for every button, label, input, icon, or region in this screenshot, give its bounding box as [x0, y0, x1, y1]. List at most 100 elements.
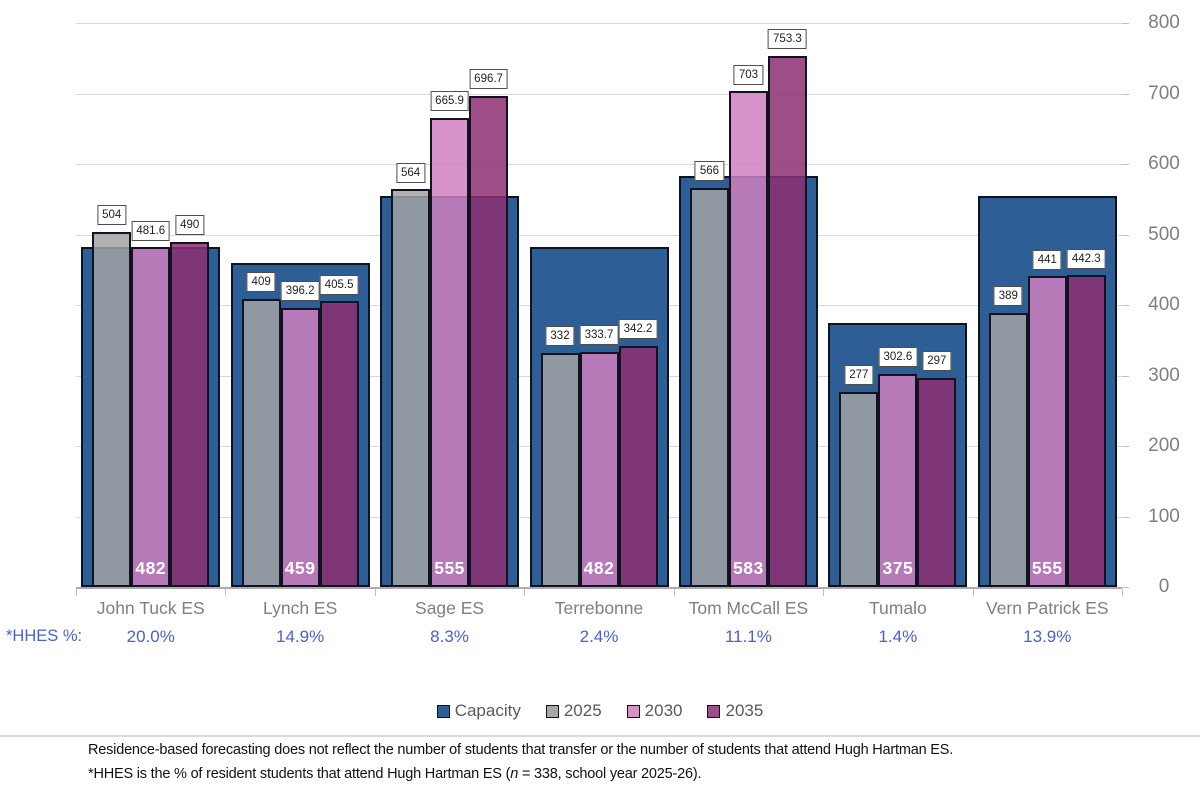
- legend-label-2025: 2025: [563, 701, 602, 720]
- category-label-Terrebonne: Terrebonne: [554, 598, 644, 618]
- gridline-700: [76, 94, 1122, 95]
- y-axis-tick-100: [1122, 517, 1129, 518]
- x-axis-tick: [524, 589, 525, 596]
- data-label-2030-Vern Patrick ES: 441: [1032, 249, 1062, 270]
- footnote-line2: *HHES is the % of resident students that…: [88, 763, 1188, 787]
- legend-swatch-2025: [545, 704, 559, 718]
- bar-2025-Terrebonne: [540, 352, 580, 587]
- gridline-800: [76, 23, 1122, 24]
- category-label-John Tuck ES: John Tuck ES: [96, 598, 205, 618]
- bar-2025-John Tuck ES: [92, 231, 132, 587]
- footnote-italic-n: n: [510, 765, 519, 782]
- footnote-divider: [0, 735, 1200, 737]
- data-label-2030-Tom McCall ES: 703: [733, 64, 764, 85]
- bar-2030-Vern Patrick ES: [1027, 276, 1067, 587]
- legend-label-Capacity: Capacity: [454, 701, 521, 720]
- bar-2035-John Tuck ES: [170, 241, 210, 587]
- data-label-2025-Tumalo: 277: [844, 365, 874, 386]
- capacity-value-Tom McCall ES: 583: [733, 558, 764, 578]
- legend-item-Capacity: Capacity: [436, 701, 521, 721]
- bar-2035-Tumalo: [917, 377, 957, 587]
- data-label-2030-John Tuck ES: 481.6: [131, 220, 171, 241]
- hhes-percent-Vern Patrick ES: 13.9%: [1023, 627, 1072, 646]
- data-label-2035-Terrebonne: 342.2: [618, 319, 658, 340]
- data-label-2025-Tom McCall ES: 566: [694, 161, 725, 182]
- data-label-2035-Tumalo: 297: [922, 351, 952, 372]
- y-axis-label-600: 600: [1148, 153, 1180, 174]
- y-axis-tick-700: [1122, 94, 1129, 95]
- x-axis-line: [76, 587, 1122, 589]
- data-label-2025-Terrebonne: 332: [545, 326, 575, 347]
- capacity-value-Sage ES: 555: [434, 558, 465, 578]
- footnote-line2-text: *HHES is the % of resident students that…: [88, 765, 511, 782]
- data-label-2030-Terrebonne: 333.7: [579, 325, 619, 346]
- y-axis-tick-0: [1122, 587, 1129, 588]
- capacity-value-Terrebonne: 482: [583, 558, 615, 578]
- data-label-2025-Vern Patrick ES: 389: [993, 286, 1023, 307]
- bar-2035-Vern Patrick ES: [1066, 275, 1106, 587]
- bar-2035-Terrebonne: [618, 345, 658, 587]
- legend-swatch-Capacity: [436, 704, 450, 718]
- category-label-Lynch ES: Lynch ES: [263, 598, 338, 618]
- bar-2035-Lynch ES: [319, 301, 359, 587]
- legend-swatch-2035: [707, 704, 721, 718]
- bar-2030-Lynch ES: [280, 307, 320, 587]
- data-label-2035-Sage ES: 696.7: [469, 69, 508, 90]
- data-label-2030-Tumalo: 302.6: [878, 347, 918, 368]
- data-label-2025-Sage ES: 564: [395, 162, 426, 183]
- data-label-2030-Sage ES: 665.9: [430, 91, 469, 112]
- category-label-Sage ES: Sage ES: [415, 598, 485, 618]
- y-axis-label-400: 400: [1148, 294, 1180, 315]
- x-axis-tick: [76, 589, 77, 596]
- footnote-line2-tail: = 338, school year 2025-26).: [518, 765, 702, 782]
- y-axis-label-800: 800: [1148, 12, 1180, 33]
- capacity-value-Lynch ES: 459: [284, 558, 316, 578]
- bar-2030-Tom McCall ES: [728, 91, 768, 587]
- bar-2025-Lynch ES: [241, 298, 281, 587]
- category-label-Tumalo: Tumalo: [868, 598, 927, 618]
- bar-2030-Tumalo: [878, 373, 918, 587]
- gridline-500: [76, 235, 1122, 236]
- hhes-percent-Terrebonne: 2.4%: [579, 627, 619, 646]
- bar-2035-Tom McCall ES: [767, 55, 807, 587]
- capacity-value-Vern Patrick ES: 555: [1031, 558, 1063, 578]
- y-axis-tick-800: [1122, 23, 1129, 24]
- bar-2030-Sage ES: [430, 117, 470, 587]
- x-axis-tick: [674, 589, 675, 596]
- x-axis-tick: [823, 589, 824, 596]
- data-label-2025-John Tuck ES: 504: [97, 205, 127, 226]
- legend-swatch-2030: [626, 704, 640, 718]
- hhes-percent-John Tuck ES: 20.0%: [126, 627, 175, 646]
- data-label-2035-Vern Patrick ES: 442.3: [1066, 248, 1106, 269]
- legend-label-2030: 2030: [644, 701, 683, 720]
- chart-legend: Capacity 2025 2030 2035: [0, 700, 1200, 722]
- y-axis-label-100: 100: [1148, 506, 1180, 527]
- bar-2030-John Tuck ES: [131, 247, 171, 587]
- data-label-2035-Lynch ES: 405.5: [319, 274, 359, 295]
- bar-2025-Tumalo: [839, 391, 879, 587]
- hhes-percent-Sage ES: 8.3%: [430, 627, 469, 646]
- y-axis-label-0: 0: [1158, 576, 1170, 597]
- y-axis-tick-200: [1122, 446, 1129, 447]
- y-axis-label-700: 700: [1148, 83, 1180, 104]
- y-axis-tick-300: [1122, 376, 1129, 377]
- y-axis-tick-400: [1122, 305, 1129, 306]
- x-axis-tick: [1122, 589, 1123, 596]
- legend-item-2035: 2035: [707, 701, 763, 721]
- legend-item-2025: 2025: [545, 701, 602, 721]
- footnote-line1: Residence-based forecasting does not ref…: [88, 742, 954, 758]
- y-axis-label-500: 500: [1148, 224, 1180, 245]
- hhes-percent-Tom McCall ES: 11.1%: [724, 627, 772, 646]
- y-axis-tick-500: [1122, 235, 1129, 236]
- y-axis-label-300: 300: [1148, 365, 1180, 386]
- category-label-Tom McCall ES: Tom McCall ES: [688, 598, 809, 618]
- data-label-2025-Lynch ES: 409: [246, 272, 276, 293]
- data-label-2035-Tom McCall ES: 753.3: [768, 29, 807, 50]
- data-label-2030-Lynch ES: 396.2: [280, 281, 320, 302]
- bar-2025-Tom McCall ES: [689, 187, 729, 587]
- bar-2025-Vern Patrick ES: [988, 312, 1028, 587]
- data-label-2035-John Tuck ES: 490: [175, 215, 205, 236]
- legend-label-2035: 2035: [725, 701, 764, 720]
- bar-2030-Terrebonne: [579, 351, 619, 587]
- capacity-value-John Tuck ES: 482: [135, 558, 167, 578]
